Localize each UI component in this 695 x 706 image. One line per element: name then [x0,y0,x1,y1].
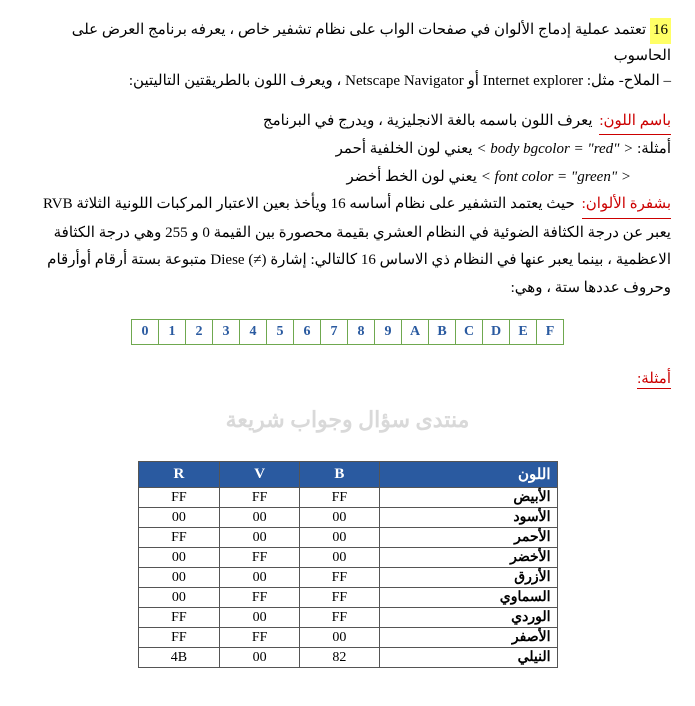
by-code-section: بشفرة الألوان: حيث يعتمد التشفير على نظا… [24,192,671,301]
intro-line2a: – الملاح- مثل: [583,73,671,89]
code-font-color: < font color = "green" > [481,165,631,191]
examples-label: أمثلة: [637,369,671,389]
cell-b: 00 [300,548,380,568]
table-row: FFFFFFالأبيض [138,488,557,508]
cell-b: FF [300,608,380,628]
table-row: 0000FFالأزرق [138,568,557,588]
hex-digit-cell: 8 [348,320,375,345]
cell-b: 82 [300,648,380,668]
cell-v: 00 [220,508,300,528]
diese-label: Diese (≠) [210,248,266,274]
cell-r: FF [138,528,220,548]
table-row: 4B0082النيلي [138,648,557,668]
code-body-bgcolor: < body bgcolor = "red" > [476,137,633,163]
hex-table: 0123456789ABCDEF [131,319,564,345]
table-row: FF0000الأحمر [138,528,557,548]
cell-b: FF [300,588,380,608]
intro-or: أو [464,73,479,89]
hex-digit-cell: B [429,320,456,345]
table-row: 000000الأسود [138,508,557,528]
col-r-header: R [138,462,220,488]
cell-color-name: الأزرق [379,568,557,588]
cell-b: 00 [300,528,380,548]
hex-digit-cell: F [537,320,564,345]
cell-color-name: الأحمر [379,528,557,548]
hex-digit-cell: E [510,320,537,345]
hex-digit-cell: A [402,320,429,345]
intro-block: 16 تعتمد عملية إدماج الألوان في صفحات ال… [24,18,671,95]
cell-v: 00 [220,648,300,668]
bycode-p3a: الاعظمية ، بينما يعبر عنها في النظام ذي … [267,252,671,268]
cell-r: 00 [138,588,220,608]
cell-color-name: السماوي [379,588,557,608]
cell-r: 00 [138,568,220,588]
bycode-p1a: حيث يعتمد التشفير على نظام أساسه 16 ويأخ… [73,196,575,212]
code1-desc: يعني لون الخلفية أحمر [336,141,473,157]
hex-digit-cell: 1 [159,320,186,345]
hex-digit-cell: 0 [132,320,159,345]
bycode-p3b: متبوعة بستة أرقام أوأرقام [47,252,207,268]
cell-color-name: الأصفر [379,628,557,648]
table-row: FFFF00الأصفر [138,628,557,648]
rvb-label: RVB [43,192,73,218]
col-b-header: B [300,462,380,488]
cell-color-name: الوردي [379,608,557,628]
hex-digit-cell: D [483,320,510,345]
cell-v: 00 [220,568,300,588]
cell-v: FF [220,628,300,648]
hex-digit-cell: 7 [321,320,348,345]
cell-color-name: النيلي [379,648,557,668]
by-code-title: بشفرة الألوان: [582,192,671,219]
hex-digit-cell: C [456,320,483,345]
cell-v: 00 [220,528,300,548]
cell-r: FF [138,488,220,508]
table-row: 00FFFFالسماوي [138,588,557,608]
cell-r: 00 [138,548,220,568]
cell-color-name: الأبيض [379,488,557,508]
bycode-p4: وحروف عددها ستة ، وهي: [24,276,671,302]
color-table: R V B اللون FFFFFFالأبيض000000الأسودFF00… [138,461,558,668]
by-name-title: باسم اللون: [599,109,671,136]
intro-line2b: ، ويعرف اللون بالطريقتين التاليتين: [129,73,342,89]
hex-digit-cell: 3 [213,320,240,345]
hex-digit-cell: 2 [186,320,213,345]
browser-ie: Internet explorer [483,69,583,95]
hex-digit-cell: 6 [294,320,321,345]
by-name-desc: يعرف اللون باسمه بالغة الانجليزية ، ويدر… [263,113,593,129]
browser-netscape: Netscape Navigator [345,69,464,95]
col-v-header: V [220,462,300,488]
cell-b: FF [300,568,380,588]
table-row: 00FF00الأخضر [138,548,557,568]
cell-color-name: الأخضر [379,548,557,568]
cell-b: FF [300,488,380,508]
code2-desc: يعني لون الخط أخضر [347,169,477,185]
example-label: أمثلة: [633,141,671,157]
cell-b: 00 [300,508,380,528]
cell-r: FF [138,608,220,628]
cell-b: 00 [300,628,380,648]
hex-digit-cell: 4 [240,320,267,345]
bycode-p2: يعبر عن درجة الكثافة الضوئية في النظام ا… [24,221,671,247]
by-name-section: باسم اللون: يعرف اللون باسمه بالغة الانج… [24,109,671,191]
table-row: FF00FFالوردي [138,608,557,628]
cell-color-name: الأسود [379,508,557,528]
cell-r: 00 [138,508,220,528]
hex-digits-row: 0123456789ABCDEF [24,319,671,345]
intro-line1: تعتمد عملية إدماج الألوان في صفحات الواب… [72,22,671,64]
hex-digit-cell: 5 [267,320,294,345]
cell-r: 4B [138,648,220,668]
hex-digit-cell: 9 [375,320,402,345]
cell-v: FF [220,588,300,608]
cell-v: 00 [220,608,300,628]
col-name-header: اللون [379,462,557,488]
cell-v: FF [220,548,300,568]
item-number: 16 [650,18,671,44]
cell-r: FF [138,628,220,648]
watermark-text: منتدى سؤال وجواب شريعة [24,407,671,433]
cell-v: FF [220,488,300,508]
examples-label-block: أمثلة: [24,369,671,389]
